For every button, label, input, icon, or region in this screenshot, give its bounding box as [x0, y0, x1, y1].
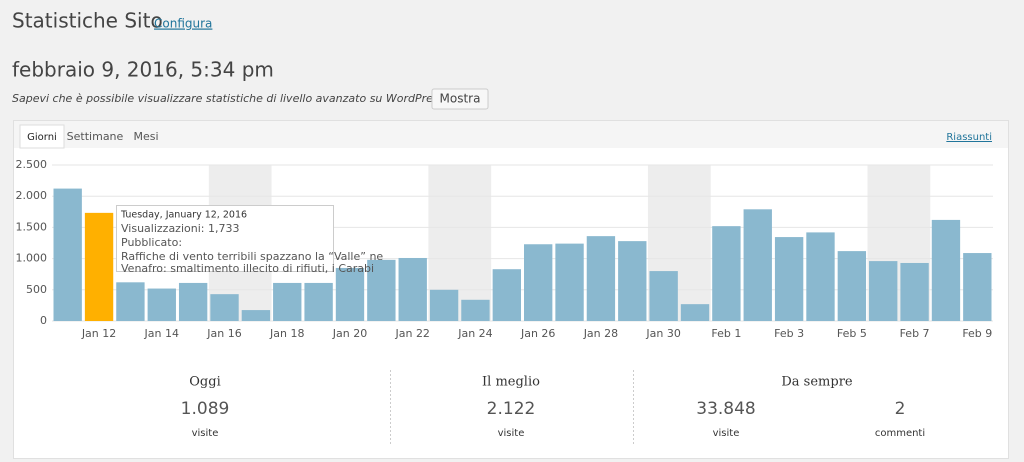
summary-value: 2.122	[487, 399, 536, 419]
bar	[900, 262, 929, 321]
y-tick-label: 2.000	[16, 189, 48, 202]
summary-label: visite	[498, 428, 525, 439]
y-tick-label: 2.500	[16, 158, 48, 171]
x-tick-label: Jan 22	[394, 327, 429, 340]
x-tick-label: Feb 5	[837, 327, 867, 340]
x-tick-label: Jan 20	[332, 327, 367, 340]
date-heading: febbraio 9, 2016, 5:34 pm	[12, 58, 274, 82]
bar	[774, 237, 804, 321]
tooltip-published: Pubblicato:	[121, 236, 182, 249]
summary-label: visite	[713, 428, 740, 439]
summary-title: Da sempre	[781, 375, 853, 390]
x-tick-label: Jan 30	[645, 327, 680, 340]
bar	[963, 253, 992, 321]
bar	[806, 232, 835, 321]
x-tick-label: Feb 1	[711, 327, 741, 340]
tab-bar	[14, 121, 1008, 148]
bar	[84, 212, 114, 321]
tab[interactable]: Settimane	[67, 130, 124, 143]
bar	[712, 226, 741, 321]
tooltip-date: Tuesday, January 12, 2016	[120, 210, 247, 221]
x-tick-label: Feb 3	[774, 327, 804, 340]
bar	[869, 261, 898, 321]
x-tick-label: Feb 7	[900, 327, 930, 340]
notice: Sapevi che è possibile visualizzare stat…	[12, 92, 477, 105]
bar	[743, 209, 772, 321]
x-tick-label: Jan 26	[520, 327, 555, 340]
bar	[367, 259, 396, 321]
tab[interactable]: Mesi	[133, 130, 158, 143]
summary-label: visite	[192, 428, 219, 439]
bar	[492, 269, 521, 321]
bar	[53, 188, 82, 321]
tooltip-line: Venafro: smaltimento illecito di rifiuti…	[121, 262, 374, 275]
bar	[618, 241, 647, 321]
bar	[241, 310, 271, 321]
x-tick-label: Jan 16	[206, 327, 241, 340]
bar	[461, 299, 490, 321]
show-button-label[interactable]: Mostra	[440, 92, 481, 106]
summary-title: Oggi	[189, 375, 220, 390]
y-tick-label: 1.000	[16, 252, 48, 265]
tooltip: Tuesday, January 12, 2016 Visualizzazion…	[116, 205, 383, 275]
x-tick-label: Jan 12	[81, 327, 116, 340]
bar	[116, 282, 145, 321]
summary-value: 1.089	[181, 399, 230, 419]
x-tick-label: Feb 9	[962, 327, 992, 340]
bar	[555, 243, 584, 321]
bar	[649, 271, 678, 321]
bar	[837, 251, 867, 321]
bar	[178, 282, 208, 321]
bar	[210, 294, 239, 321]
tab[interactable]: Giorni	[27, 132, 57, 143]
x-tick-label: Jan 18	[269, 327, 304, 340]
tooltip-views: Visualizzazioni: 1,733	[121, 222, 239, 235]
y-tick-label: 0	[40, 314, 47, 327]
bar	[680, 304, 710, 321]
bar	[335, 267, 365, 321]
tooltip-line: Raffiche di vento terribili spazzano la …	[121, 250, 383, 263]
tooltip-box	[116, 205, 334, 272]
summary-value: 2	[895, 399, 906, 419]
page-title: Statistiche Sito	[12, 9, 163, 33]
bar	[931, 219, 961, 321]
bar	[524, 244, 553, 321]
bar	[147, 288, 176, 321]
bar	[304, 282, 333, 321]
bar	[273, 282, 302, 321]
x-tick-label: Jan 28	[583, 327, 618, 340]
summary-title: Il meglio	[482, 375, 540, 390]
configure-link[interactable]: Configura	[154, 17, 212, 31]
show-button[interactable]	[431, 88, 489, 110]
bar	[586, 236, 616, 321]
summary-link[interactable]: Riassunti	[946, 132, 992, 143]
summary-label: commenti	[875, 428, 925, 439]
bar	[429, 289, 459, 321]
summary: Oggi 1.089 visite Il meglio 2.122 visite Da se…	[181, 375, 925, 440]
x-tick-label: Jan 24	[457, 327, 492, 340]
y-tick-label: 1.500	[16, 220, 48, 233]
summary-value: 33.848	[696, 399, 755, 419]
y-tick-label: 500	[26, 283, 47, 296]
x-tick-label: Jan 14	[144, 327, 179, 340]
active-tab[interactable]	[19, 124, 65, 149]
bar	[398, 257, 427, 321]
chart: 0 500 1.000 1.500 2.000 2.500 Jan 12 Jan 14 Jan …	[16, 158, 993, 340]
